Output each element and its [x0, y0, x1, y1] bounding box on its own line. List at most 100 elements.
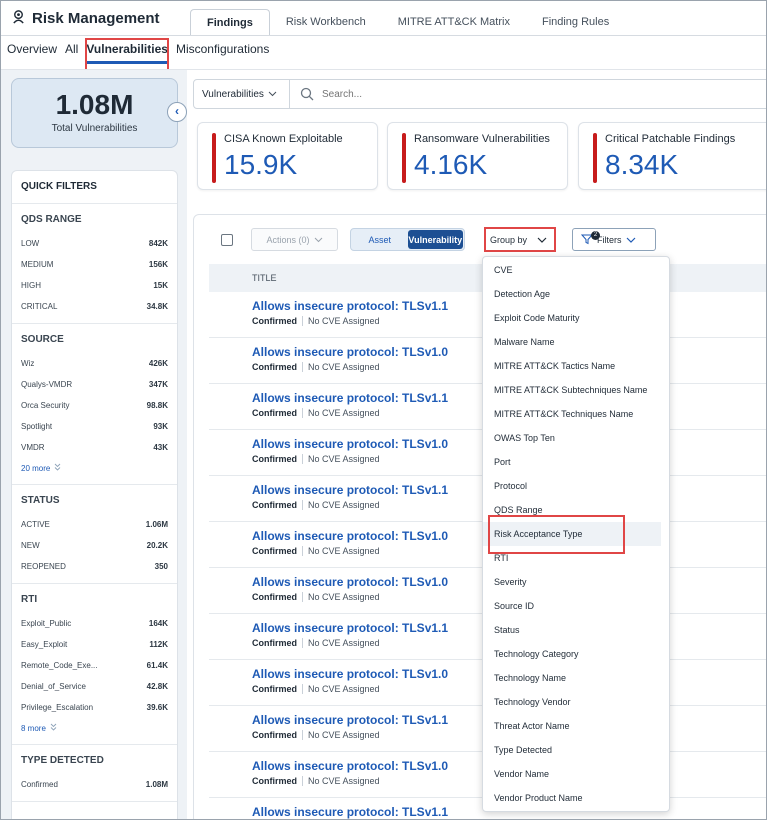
group-by-option[interactable]: OWAS Top Ten [494, 433, 555, 443]
group-by-option[interactable]: MITRE ATT&CK Subtechniques Name [494, 385, 648, 395]
filter-item[interactable]: Easy_Exploit 112K [21, 634, 168, 655]
group-by-option[interactable]: Technology Name [494, 673, 567, 683]
finding-status: Confirmed [252, 546, 303, 556]
kpi-bar [593, 133, 597, 183]
kpi-card-cisa[interactable]: CISA Known Exploitable 15.9K [197, 122, 378, 190]
filter-item[interactable]: Confirmed 1.08M [21, 774, 168, 795]
group-by-option[interactable]: Port [494, 457, 511, 467]
toggle-vulnerability[interactable]: Vulnerability [407, 230, 463, 249]
filter-item-count: 112K [149, 640, 168, 649]
group-by-option[interactable]: Threat Actor Name [494, 721, 570, 731]
filter-section: QDS RANGE LOW 842K MEDIUM 156K HIGH 15K CRITICA… [12, 204, 177, 324]
filter-item[interactable]: NEW 20.2K [21, 535, 168, 556]
filter-item[interactable]: Denial_of_Service 42.8K [21, 676, 168, 697]
table-row[interactable]: Allows insecure protocol: TLSv1.1Confirm… [209, 798, 766, 819]
collapse-sidebar-button[interactable]: ‹ [167, 102, 187, 122]
subtab-all[interactable]: All [65, 42, 79, 56]
show-more-link[interactable]: 20 more [21, 458, 168, 478]
group-by-option[interactable]: Malware Name [494, 337, 555, 347]
filter-item[interactable]: Qualys-VMDR 347K [21, 374, 168, 395]
subtab-overview[interactable]: Overview [7, 42, 58, 56]
tab-risk-workbench[interactable]: Risk Workbench [285, 16, 366, 28]
finding-title-link[interactable]: Allows insecure protocol: TLSv1.0 [252, 345, 449, 359]
finding-title-link[interactable]: Allows insecure protocol: TLSv1.0 [252, 437, 449, 451]
column-header-title[interactable]: TITLE [252, 273, 277, 283]
finding-title-link[interactable]: Allows insecure protocol: TLSv1.1 [252, 391, 449, 405]
group-by-option[interactable]: Vendor Name [494, 769, 550, 779]
filter-item[interactable]: HIGH 15K [21, 275, 168, 296]
scope-select[interactable]: Vulnerabilities [194, 80, 290, 108]
group-by-option[interactable]: Detection Age [494, 289, 551, 299]
show-more-link[interactable]: 8 more [21, 718, 168, 738]
finding-title-link[interactable]: Allows insecure protocol: TLSv1.1 [252, 713, 449, 727]
finding-title-link[interactable]: Allows insecure protocol: TLSv1.1 [252, 483, 449, 497]
kpi-card-ransomware[interactable]: Ransomware Vulnerabilities 4.16K [387, 122, 568, 190]
filter-item-label: VMDR [21, 443, 45, 452]
divider [1, 69, 766, 70]
group-by-button[interactable]: Group by [484, 227, 556, 252]
tab-findings[interactable]: Findings [190, 9, 270, 36]
filter-item[interactable]: Remote_Code_Exe... 61.4K [21, 655, 168, 676]
filter-section-title: RTI [21, 594, 38, 605]
group-by-option[interactable]: MITRE ATT&CK Techniques Name [494, 409, 634, 419]
filter-item[interactable]: Privilege_Escalation 39.6K [21, 697, 168, 718]
finding-title-link[interactable]: Allows insecure protocol: TLSv1.0 [252, 667, 449, 681]
finding-title-link[interactable]: Allows insecure protocol: TLSv1.1 [252, 621, 449, 635]
finding-cve: No CVE Assigned [308, 638, 380, 648]
filter-item[interactable]: MEDIUM 156K [21, 254, 168, 275]
filter-item-count: 842K [148, 239, 168, 248]
group-by-option[interactable]: Protocol [494, 481, 528, 491]
filter-item[interactable]: Wiz 426K [21, 353, 168, 374]
finding-title-link[interactable]: Allows insecure protocol: TLSv1.0 [252, 575, 449, 589]
filters-button[interactable]: Filters [572, 228, 656, 251]
filter-item[interactable]: CRITICAL 34.8K [21, 296, 168, 317]
filter-item[interactable]: Exploit_Public 164K [21, 613, 168, 634]
findings-table-panel [193, 214, 766, 819]
group-by-option[interactable]: Exploit Code Maturity [494, 313, 580, 323]
filter-item[interactable]: REOPENED 350 [21, 556, 168, 577]
kpi-card-critical-patchable[interactable]: Critical Patchable Findings 8.34K [578, 122, 766, 190]
finding-meta: Confirmed No CVE Assigned [252, 684, 766, 694]
finding-title-link[interactable]: Allows insecure protocol: TLSv1.1 [252, 299, 449, 313]
filter-item-label: Easy_Exploit [21, 640, 68, 649]
tab-mitre-attack-matrix[interactable]: MITRE ATT&CK Matrix [397, 16, 510, 28]
actions-button[interactable]: Actions (0) [251, 228, 338, 251]
finding-title-link[interactable]: Allows insecure protocol: TLSv1.0 [252, 529, 449, 543]
select-all-checkbox[interactable] [221, 234, 233, 246]
group-by-option[interactable]: Technology Category [494, 649, 579, 659]
group-by-option[interactable]: QDS Range [494, 505, 543, 515]
finding-title-link[interactable]: Allows insecure protocol: TLSv1.1 [252, 805, 449, 819]
subtab-misconfigurations[interactable]: Misconfigurations [175, 42, 270, 56]
search-input[interactable] [322, 88, 722, 100]
filter-item-label: LOW [21, 239, 40, 248]
group-by-option[interactable]: Status [494, 625, 520, 635]
filter-item-label: NEW [21, 541, 40, 550]
group-by-option[interactable]: Source ID [494, 601, 535, 611]
subtab-vulnerabilities[interactable]: Vulnerabilities [86, 42, 168, 64]
filter-item[interactable]: VMDR 43K [21, 437, 168, 458]
group-by-option[interactable]: Vendor Product Name [494, 793, 583, 803]
group-by-option[interactable]: CVE [494, 265, 513, 275]
filter-item[interactable]: LOW 842K [21, 233, 168, 254]
filter-item-count: 1.06M [145, 520, 168, 529]
filter-item[interactable]: ACTIVE 1.06M [21, 514, 168, 535]
tab-finding-rules[interactable]: Finding Rules [541, 16, 610, 28]
sub-tabs: Overview All Vulnerabilities Misconfigur… [7, 42, 277, 64]
kpi-bar [212, 133, 216, 183]
group-by-option[interactable]: Technology Vendor [494, 697, 571, 707]
chevron-down-icon [314, 235, 323, 245]
filter-item[interactable]: Spotlight 93K [21, 416, 168, 437]
group-by-option[interactable]: MITRE ATT&CK Tactics Name [494, 361, 616, 371]
finding-title-link[interactable]: Allows insecure protocol: TLSv1.0 [252, 759, 449, 773]
group-by-option[interactable]: Risk Acceptance Type [483, 522, 661, 546]
finding-cve: No CVE Assigned [308, 546, 380, 556]
group-by-option[interactable]: Severity [494, 577, 527, 587]
finding-cve: No CVE Assigned [308, 500, 380, 510]
filter-item-count: 98.8K [146, 401, 168, 410]
group-by-option[interactable]: Type Detected [494, 745, 553, 755]
group-by-option[interactable]: RTI [494, 553, 509, 563]
toggle-asset[interactable]: Asset [368, 234, 391, 245]
filter-item-count: 39.6K [146, 703, 168, 712]
filter-item-label: Exploit_Public [21, 619, 72, 628]
filter-item[interactable]: Orca Security 98.8K [21, 395, 168, 416]
